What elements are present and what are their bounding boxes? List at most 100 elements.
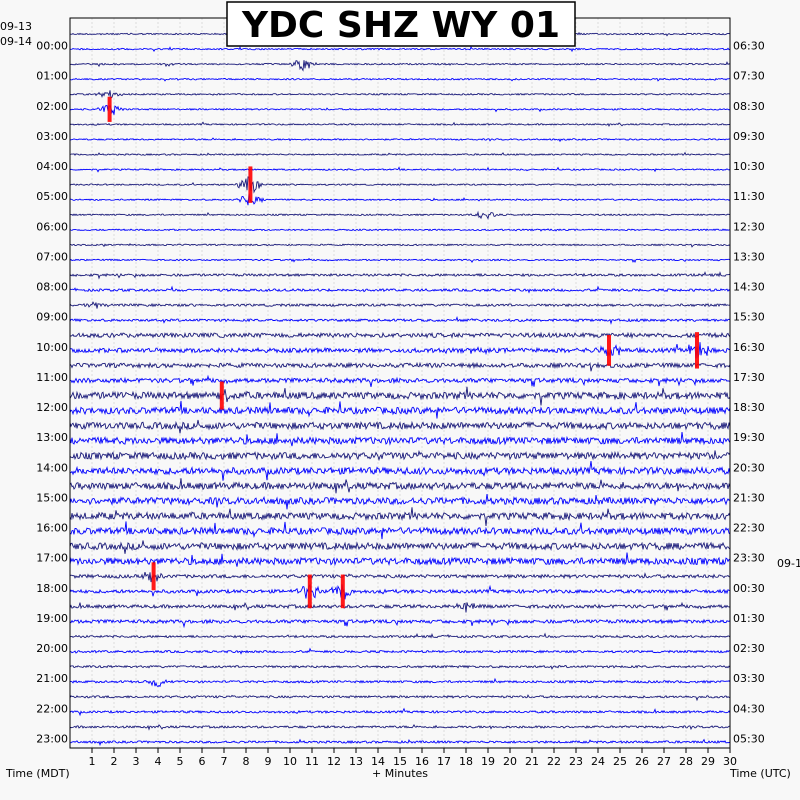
trace-line <box>69 374 731 387</box>
x-tick-label: 17 <box>437 755 451 768</box>
x-tick-label: 27 <box>657 755 671 768</box>
clipped-event <box>607 334 611 366</box>
x-tick-label: 23 <box>569 755 583 768</box>
right-hour-label: 08:30 <box>733 100 765 113</box>
x-tick-label: 24 <box>591 755 605 768</box>
trace-line <box>69 151 731 156</box>
trace-line <box>69 521 731 540</box>
trace-line <box>69 419 731 434</box>
right-hour-label: 13:30 <box>733 250 765 263</box>
right-hour-label: 15:30 <box>733 311 765 324</box>
trace-line <box>69 361 731 372</box>
minute-gridlines <box>91 18 709 748</box>
right-hour-label: 16:30 <box>733 341 765 354</box>
right-hour-label: 19:30 <box>733 431 765 444</box>
right-hour-label: 00:30 <box>733 582 765 595</box>
x-tick-label: 9 <box>265 755 272 768</box>
x-tick-label: 10 <box>283 755 297 768</box>
trace-line <box>69 493 731 510</box>
right-time-labels: 06:30 07:30 08:30 09:30 10:30 11:30 12:30 13:30… <box>733 40 765 746</box>
trace-line <box>69 60 731 72</box>
trace-line <box>69 694 731 702</box>
trace-line <box>69 664 731 670</box>
trace-line <box>69 176 731 194</box>
right-hour-label: 12:30 <box>733 220 765 233</box>
left-hour-label: 03:00 <box>36 130 68 143</box>
x-tick-label: 22 <box>547 755 561 768</box>
trace-line <box>69 552 731 567</box>
trace-line <box>69 540 731 554</box>
x-tick-label: 4 <box>155 755 162 768</box>
trace-line <box>69 228 731 232</box>
x-axis-ticks: 1 2 3 4 5 6 7 8 9 10 11 12 13 14 15 16 17 18 19 20 21 22 23 24 2… <box>89 748 737 768</box>
trace-line <box>69 583 731 600</box>
trace-line <box>69 460 731 481</box>
left-hour-label: 20:00 <box>36 642 68 655</box>
left-hour-label: 14:00 <box>36 461 68 474</box>
left-hour-label: 09:00 <box>36 311 68 324</box>
x-tick-label: 15 <box>393 755 407 768</box>
right-hour-label: 21:30 <box>733 491 765 504</box>
trace-line <box>69 507 731 526</box>
right-hour-label: 01:30 <box>733 612 765 625</box>
trace-line <box>69 738 731 747</box>
trace-line <box>69 285 731 294</box>
right-hour-label: 04:30 <box>733 702 765 715</box>
clipped-event <box>307 574 312 609</box>
trace-line <box>69 77 731 82</box>
right-hour-label: 09:30 <box>733 130 765 143</box>
left-hour-label: 10:00 <box>36 341 68 354</box>
trace-line <box>69 478 731 494</box>
trace-line <box>69 724 731 731</box>
left-hour-label: 04:00 <box>36 160 68 173</box>
left-hour-label: 00:00 <box>36 40 68 53</box>
trace-line <box>69 400 731 419</box>
clipped-event <box>340 574 345 609</box>
left-hour-label: 18:00 <box>36 582 68 595</box>
left-hour-label: 02:00 <box>36 100 68 113</box>
x-tick-label: 3 <box>133 755 140 768</box>
trace-line <box>69 46 731 53</box>
right-hour-label: 22:30 <box>733 522 765 535</box>
trace-line <box>69 571 731 583</box>
left-hour-label: 13:00 <box>36 431 68 444</box>
chart-title: YDC SHZ WY 01 <box>241 5 560 46</box>
right-date-next: 09-1 <box>777 557 800 570</box>
left-hour-label: 08:00 <box>36 281 68 294</box>
trace-line <box>69 210 731 220</box>
x-tick-label: 21 <box>525 755 539 768</box>
clipped-event <box>107 96 112 122</box>
x-tick-label: 2 <box>111 755 118 768</box>
trace-line <box>69 432 731 447</box>
right-hour-label: 18:30 <box>733 401 765 414</box>
left-hour-label: 07:00 <box>36 250 68 263</box>
left-hour-label: 15:00 <box>36 491 68 504</box>
right-hour-label: 02:30 <box>733 642 765 655</box>
left-hour-label: 19:00 <box>36 612 68 625</box>
trace-line <box>69 166 731 173</box>
right-hour-label: 05:30 <box>733 732 765 745</box>
trace-line <box>69 601 731 613</box>
right-hour-label: 03:30 <box>733 672 765 685</box>
right-hour-label: 07:30 <box>733 70 765 83</box>
right-axis-title: Time (UTC) <box>729 767 791 780</box>
x-tick-label: 30 <box>723 755 737 768</box>
right-hour-label: 20:30 <box>733 461 765 474</box>
right-hour-label: 06:30 <box>733 40 765 53</box>
x-tick-label: 18 <box>459 755 473 768</box>
trace-line <box>69 137 731 143</box>
x-tick-label: 19 <box>481 755 495 768</box>
left-hour-label: 06:00 <box>36 220 68 233</box>
trace-line <box>69 647 731 655</box>
clipped-event <box>219 381 224 410</box>
x-tick-label: 26 <box>635 755 649 768</box>
left-hour-label: 21:00 <box>36 672 68 685</box>
trace-line <box>69 121 731 128</box>
trace-line <box>69 707 731 717</box>
trace-line <box>69 331 731 340</box>
left-date-next: 09-14 <box>0 35 32 48</box>
left-hour-label: 23:00 <box>36 732 68 745</box>
x-axis-title: + Minutes <box>372 767 428 780</box>
